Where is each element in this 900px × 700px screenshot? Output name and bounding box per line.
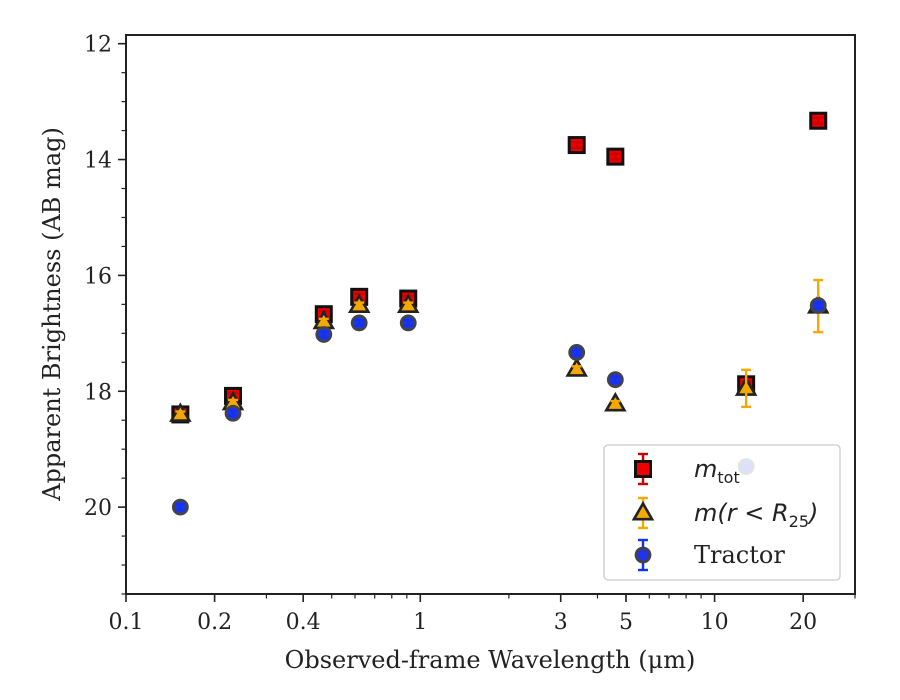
error-bar <box>318 317 329 326</box>
error-bar <box>813 301 824 310</box>
plot-frame <box>125 34 856 595</box>
error-bar <box>610 399 621 409</box>
y-tick-label: 16 <box>84 264 112 289</box>
error-bar <box>228 409 239 418</box>
tick-labels: 0.1 0.2 0.4 1 3 5 10 20 12 14 16 18 20 <box>84 33 817 635</box>
legend-label: m(r < R25) <box>694 499 818 531</box>
y-tick-label: 14 <box>84 149 112 174</box>
legend-marker-square <box>634 460 652 478</box>
legend-marker-circle <box>634 546 652 564</box>
legend: mtot m(r < R25) Tractor <box>603 444 841 581</box>
error-bar <box>571 140 582 150</box>
legend-entry: Tractor <box>634 538 785 572</box>
legend-entry: mtot <box>634 452 740 487</box>
error-bar <box>403 301 414 310</box>
legend-label: mtot <box>694 455 740 487</box>
data-points <box>169 111 830 516</box>
x-tick-label: 1 <box>413 610 427 635</box>
legend-label: Tractor <box>694 541 785 569</box>
y-axis-label: Apparent Brightness (AB mag) <box>38 127 66 502</box>
error-bar <box>610 152 621 161</box>
error-bar <box>571 365 582 374</box>
error-bar <box>571 348 582 357</box>
error-bar <box>403 318 414 327</box>
x-tick-label: 20 <box>789 610 817 635</box>
series-triangle <box>169 278 830 422</box>
x-tick-label: 0.1 <box>109 610 144 635</box>
x-tick-label: 5 <box>619 610 633 635</box>
x-tick-label: 0.2 <box>197 610 232 635</box>
x-axis-label: Observed-frame Wavelength (μm) <box>285 646 696 674</box>
legend-box <box>603 444 841 581</box>
error-bar <box>354 318 365 327</box>
error-bar <box>318 330 329 339</box>
x-tick-label: 3 <box>554 610 568 635</box>
error-bar <box>813 116 824 125</box>
y-tick-label: 12 <box>84 33 112 58</box>
x-tick-label: 10 <box>701 610 729 635</box>
error-bar <box>354 301 365 310</box>
error-bar <box>610 375 621 384</box>
legend-entry: m(r < R25) <box>631 496 818 531</box>
series-square <box>171 111 828 424</box>
error-bar <box>175 503 186 512</box>
x-tick-label: 0.4 <box>286 610 321 635</box>
error-bar <box>741 368 752 409</box>
y-tick-label: 20 <box>84 496 112 521</box>
legend-marker-triangle <box>631 500 655 521</box>
error-bar <box>175 410 186 419</box>
y-tick-label: 18 <box>84 380 112 405</box>
